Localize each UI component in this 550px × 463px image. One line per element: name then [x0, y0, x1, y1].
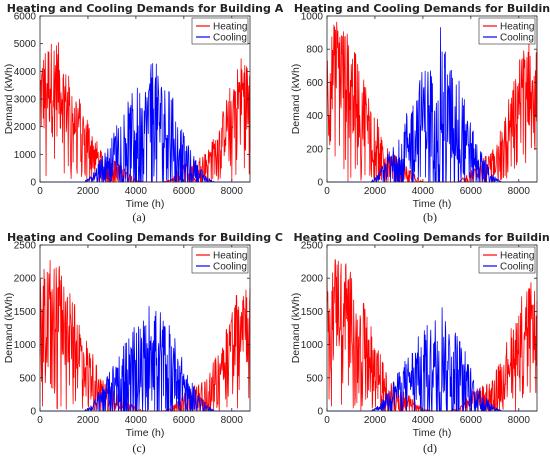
- y-tick-label: 1000: [301, 340, 324, 351]
- x-tick-label: 0: [324, 186, 330, 197]
- panel-caption: (a): [132, 210, 145, 224]
- y-tick-label: 500: [306, 373, 323, 384]
- y-tick-label: 1000: [14, 340, 37, 351]
- x-tick-label: 2000: [364, 186, 387, 197]
- x-axis-label: Time (h): [413, 198, 452, 210]
- y-tick-label: 400: [306, 111, 323, 122]
- y-tick-label: 3000: [14, 95, 37, 106]
- y-tick-label: 200: [306, 144, 323, 155]
- x-tick-label: 4000: [125, 415, 148, 426]
- x-axis-label: Time (h): [126, 198, 165, 210]
- y-tick-label: 0: [30, 178, 36, 189]
- y-tick-label: 600: [306, 78, 323, 89]
- y-tick-label: 2500: [14, 241, 37, 252]
- y-tick-label: 800: [306, 45, 323, 56]
- y-tick-label: 0: [30, 407, 36, 418]
- chart-title: Heating and Cooling Demands for Building…: [7, 2, 284, 15]
- panel-caption: (b): [423, 210, 437, 224]
- legend-label-cooling: Cooling: [213, 33, 247, 44]
- y-tick-label: 0: [317, 178, 323, 189]
- x-tick-label: 6000: [173, 415, 196, 426]
- chart-panel-a: Heating and Cooling Demands for Building…: [3, 2, 284, 210]
- legend-box: [191, 246, 249, 274]
- x-tick-label: 2000: [77, 186, 100, 197]
- y-axis-label: Demand (kWh): [3, 293, 15, 364]
- legend-box: [191, 17, 249, 45]
- y-axis-label: Demand (kWh): [3, 64, 15, 135]
- y-axis-label: Demand (kWh): [290, 293, 302, 364]
- x-tick-label: 6000: [460, 186, 483, 197]
- y-tick-label: 1500: [301, 307, 324, 318]
- x-tick-label: 6000: [460, 415, 483, 426]
- x-tick-label: 0: [37, 186, 43, 197]
- legend-label-heating: Heating: [213, 251, 247, 262]
- x-tick-label: 8000: [508, 186, 531, 197]
- chart-panel-c: Heating and Cooling Demands for Building…: [3, 231, 283, 439]
- x-tick-label: 4000: [412, 186, 435, 197]
- y-tick-label: 4000: [14, 67, 37, 78]
- plot-area-box: [326, 244, 538, 412]
- x-tick-label: 0: [37, 415, 43, 426]
- y-tick-label: 1500: [14, 307, 37, 318]
- panel-caption: (d): [423, 441, 437, 455]
- y-tick-label: 5000: [14, 39, 37, 50]
- x-axis-label: Time (h): [126, 427, 165, 439]
- legend-label-heating: Heating: [500, 251, 534, 262]
- legend-box: [478, 246, 536, 274]
- x-tick-label: 6000: [173, 186, 196, 197]
- y-tick-label: 6000: [14, 12, 37, 23]
- x-tick-label: 4000: [125, 186, 148, 197]
- y-tick-label: 0: [317, 407, 323, 418]
- chart-panel-b: Heating and Cooling Demands for Building…: [290, 2, 550, 210]
- x-axis-label: Time (h): [413, 427, 452, 439]
- legend-label-cooling: Cooling: [213, 262, 247, 273]
- chart-panel-d: Heating and Cooling Demands for Building…: [290, 231, 550, 439]
- x-tick-label: 8000: [221, 415, 244, 426]
- legend-box: [478, 17, 536, 45]
- chart-title: Heating and Cooling Demands for Building…: [293, 231, 550, 244]
- y-tick-label: 2000: [301, 274, 324, 285]
- chart-title: Heating and Cooling Demands for Building…: [7, 231, 283, 244]
- x-tick-label: 0: [324, 415, 330, 426]
- x-tick-label: 4000: [412, 415, 435, 426]
- legend-label-cooling: Cooling: [500, 33, 534, 44]
- y-axis-label: Demand (kWh): [290, 64, 302, 135]
- x-tick-label: 2000: [364, 415, 387, 426]
- legend-label-cooling: Cooling: [500, 262, 534, 273]
- x-tick-label: 2000: [77, 415, 100, 426]
- y-tick-label: 2000: [14, 274, 37, 285]
- chart-title: Heating and Cooling Demands for Building…: [294, 2, 550, 15]
- plot-area-box: [326, 15, 538, 183]
- x-tick-label: 8000: [221, 186, 244, 197]
- plot-area-box: [39, 244, 251, 412]
- y-tick-label: 1000: [14, 150, 37, 161]
- legend-label-heating: Heating: [500, 22, 534, 33]
- legend-label-heating: Heating: [213, 22, 247, 33]
- panel-caption: (c): [132, 441, 145, 455]
- y-tick-label: 1000: [301, 12, 324, 23]
- x-tick-label: 8000: [508, 415, 531, 426]
- y-tick-label: 2000: [14, 122, 37, 133]
- y-tick-label: 500: [19, 373, 36, 384]
- y-tick-label: 2500: [301, 241, 324, 252]
